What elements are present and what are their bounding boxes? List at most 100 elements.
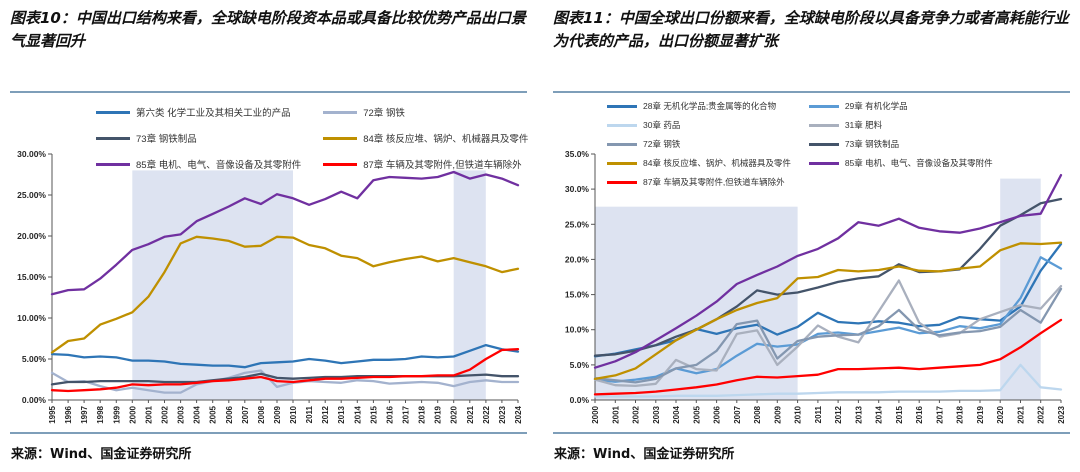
y-tick-label: 0.0% bbox=[570, 395, 590, 405]
x-tick-label: 1997 bbox=[80, 405, 89, 423]
highlight-band bbox=[595, 206, 798, 400]
figure-10-chart-area: 0.00% 5.00% 10.00% 15.00% 20.00% 25.00% 30.00%… bbox=[10, 96, 528, 432]
x-tick-label: 1996 bbox=[64, 405, 73, 423]
x-tick-label: 2010 bbox=[289, 405, 298, 423]
legend-label: 28章 无机化学品;贵金属等的化合物 bbox=[643, 101, 777, 111]
legend-label: 第六类 化学工业及其相关工业的产品 bbox=[136, 108, 291, 119]
x-tick-label: 2013 bbox=[337, 405, 346, 423]
legend-label: 87章 车辆及其零附件,但铁道车辆除外 bbox=[643, 177, 785, 187]
figure-10-title: 图表10：中国出口结构来看，全球缺电阶段资本品或具备比较优势产品出口景气显著回升 bbox=[10, 9, 526, 50]
legend-item: 87章 车辆及其零附件,但铁道车辆除外 bbox=[607, 176, 791, 188]
legend-item: 84章 核反应堆、锅炉、机械器具及零件 bbox=[323, 131, 528, 145]
y-tick-label: 5.00% bbox=[22, 354, 47, 364]
legend-swatch bbox=[607, 180, 637, 184]
highlight-band bbox=[453, 170, 486, 400]
legend-label: 85章 电机、电气、音像设备及其零附件 bbox=[844, 158, 993, 168]
legend-item: 72章 钢铁 bbox=[323, 105, 528, 119]
legend-swatch bbox=[607, 161, 637, 165]
figure-10-line-chart: 0.00% 5.00% 10.00% 15.00% 20.00% 25.00% 30.00%… bbox=[17, 149, 523, 424]
series-line bbox=[593, 279, 1063, 388]
y-tick-label: 35.0% bbox=[565, 149, 590, 159]
y-tick-label: 15.0% bbox=[565, 290, 590, 300]
x-tick-label: 2015 bbox=[369, 405, 378, 423]
x-tick-label: 2004 bbox=[193, 405, 202, 423]
legend-swatch bbox=[808, 142, 839, 146]
figure-10-bottom-rule bbox=[10, 432, 527, 434]
x-tick-label: 2016 bbox=[385, 405, 394, 423]
series-line bbox=[50, 369, 520, 394]
x-tick-label: 2005 bbox=[692, 405, 701, 423]
x-tick-label: 2002 bbox=[161, 405, 170, 423]
x-tick-label: 2019 bbox=[434, 405, 443, 423]
legend-label: 72章 钢铁 bbox=[363, 108, 405, 119]
legend-item: 29章 有机化学品 bbox=[808, 100, 993, 112]
x-tick-label: 2009 bbox=[273, 405, 282, 423]
legend-swatch bbox=[323, 110, 358, 114]
x-tick-label: 2000 bbox=[591, 405, 600, 423]
series-line bbox=[593, 318, 1063, 396]
x-tick-label: 2022 bbox=[1037, 405, 1046, 423]
x-tick-label: 2003 bbox=[652, 405, 661, 423]
x-tick-label: 2017 bbox=[402, 405, 411, 423]
y-tick-label: 20.0% bbox=[565, 254, 590, 264]
y-tick-label: 30.00% bbox=[17, 149, 46, 159]
x-tick-label: 2003 bbox=[177, 405, 186, 423]
legend-swatch bbox=[808, 123, 839, 127]
x-tick-label: 2004 bbox=[672, 405, 681, 423]
legend-label: 31章 肥料 bbox=[844, 120, 883, 130]
x-tick-label: 2016 bbox=[915, 405, 924, 423]
x-tick-label: 2023 bbox=[498, 405, 507, 423]
legend-swatch bbox=[96, 110, 130, 114]
x-tick-label: 2009 bbox=[773, 405, 782, 423]
legend-label: 85章 电机、电气、音像设备及其零附件 bbox=[136, 160, 302, 171]
x-tick-label: 2012 bbox=[321, 405, 330, 423]
series-line bbox=[50, 348, 520, 393]
legend-swatch bbox=[323, 136, 358, 140]
y-tick-label: 0.00% bbox=[22, 395, 47, 405]
x-tick-label: 2017 bbox=[935, 405, 944, 423]
x-tick-label: 2000 bbox=[128, 405, 137, 423]
legend-item: 87章 车辆及其零附件,但铁道车辆除外 bbox=[323, 157, 528, 171]
legend-item: 85章 电机、电气、音像设备及其零附件 bbox=[96, 157, 301, 171]
x-tick-label: 2019 bbox=[976, 405, 985, 423]
figure-10-source: 来源：Wind、国金证券研究所 bbox=[11, 447, 192, 462]
x-tick-label: 2005 bbox=[209, 405, 218, 423]
legend-item: 28章 无机化学品;贵金属等的化合物 bbox=[607, 100, 791, 112]
figure-11-source: 来源：Wind、国金证券研究所 bbox=[554, 447, 735, 462]
x-tick-label: 2022 bbox=[482, 405, 491, 423]
series-line bbox=[50, 235, 520, 354]
x-tick-label: 2006 bbox=[713, 405, 722, 423]
legend-swatch bbox=[808, 104, 839, 108]
series-line bbox=[593, 197, 1063, 357]
figure-11-line-chart: 0.0% 5.0% 10.0% 15.0% 20.0% 25.0% 30.0% 35.0% 20… bbox=[565, 149, 1066, 424]
legend-swatch bbox=[96, 162, 130, 166]
figure-11-top-rule bbox=[553, 91, 1070, 93]
y-tick-label: 20.00% bbox=[17, 231, 46, 241]
x-tick-label: 2024 bbox=[514, 405, 523, 423]
x-tick-label: 1998 bbox=[96, 405, 105, 423]
series-line bbox=[593, 287, 1063, 384]
series-line bbox=[593, 241, 1063, 381]
x-tick-label: 2008 bbox=[753, 405, 762, 423]
x-tick-label: 2007 bbox=[733, 405, 742, 423]
x-tick-label: 2013 bbox=[854, 405, 863, 423]
legend-item: 73章 钢铁制品 bbox=[808, 138, 993, 150]
x-tick-label: 2002 bbox=[632, 405, 641, 423]
y-tick-label: 5.0% bbox=[570, 360, 590, 370]
y-tick-label: 15.00% bbox=[17, 272, 46, 282]
legend-label: 29章 有机化学品 bbox=[844, 101, 908, 111]
x-tick-label: 2008 bbox=[257, 405, 266, 423]
series-line bbox=[593, 242, 1063, 358]
x-tick-label: 2011 bbox=[814, 405, 823, 423]
x-tick-label: 1999 bbox=[112, 405, 121, 423]
legend-label: 72章 钢铁 bbox=[643, 139, 681, 149]
legend-swatch bbox=[96, 136, 130, 140]
legend-label: 87章 车辆及其零附件,但铁道车辆除外 bbox=[363, 160, 522, 171]
legend-item: 30章 药品 bbox=[607, 119, 791, 131]
legend-item: 72章 钢铁 bbox=[607, 138, 791, 150]
legend-item: 31章 肥料 bbox=[808, 119, 993, 131]
figure-11-chart-area: 0.0% 5.0% 10.0% 15.0% 20.0% 25.0% 30.0% 35.0% 20… bbox=[553, 96, 1070, 432]
x-tick-label: 2007 bbox=[241, 405, 250, 423]
legend-swatch bbox=[607, 123, 637, 127]
